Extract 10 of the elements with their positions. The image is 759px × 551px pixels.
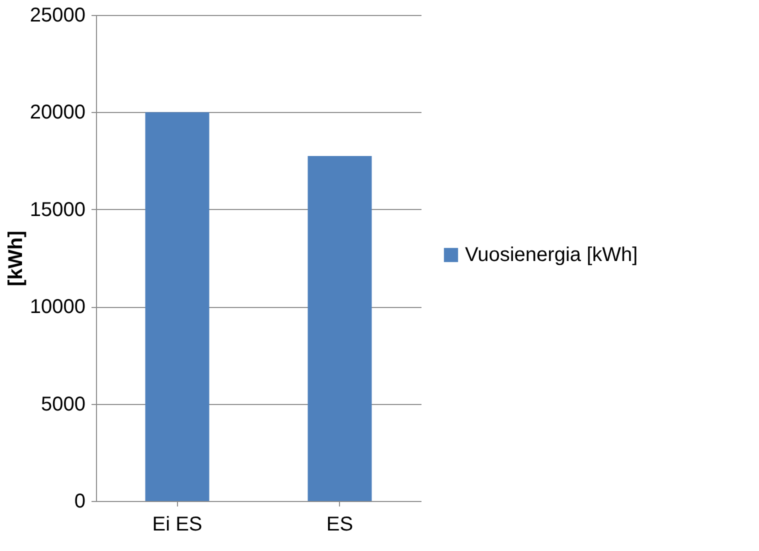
y-axis-title: [kWh] bbox=[4, 230, 27, 286]
y-tick-label: 5000 bbox=[41, 393, 86, 416]
y-tick-label: 25000 bbox=[30, 4, 86, 26]
legend-label: Vuosienergia [kWh] bbox=[465, 244, 638, 266]
y-tick-label: 0 bbox=[74, 490, 86, 512]
y-tick-label: 10000 bbox=[30, 296, 86, 318]
y-tick-label: 20000 bbox=[30, 102, 86, 124]
x-tick-label: Ei ES bbox=[152, 514, 202, 536]
x-tick-label: ES bbox=[326, 514, 354, 536]
y-tick-label: 15000 bbox=[30, 198, 86, 221]
